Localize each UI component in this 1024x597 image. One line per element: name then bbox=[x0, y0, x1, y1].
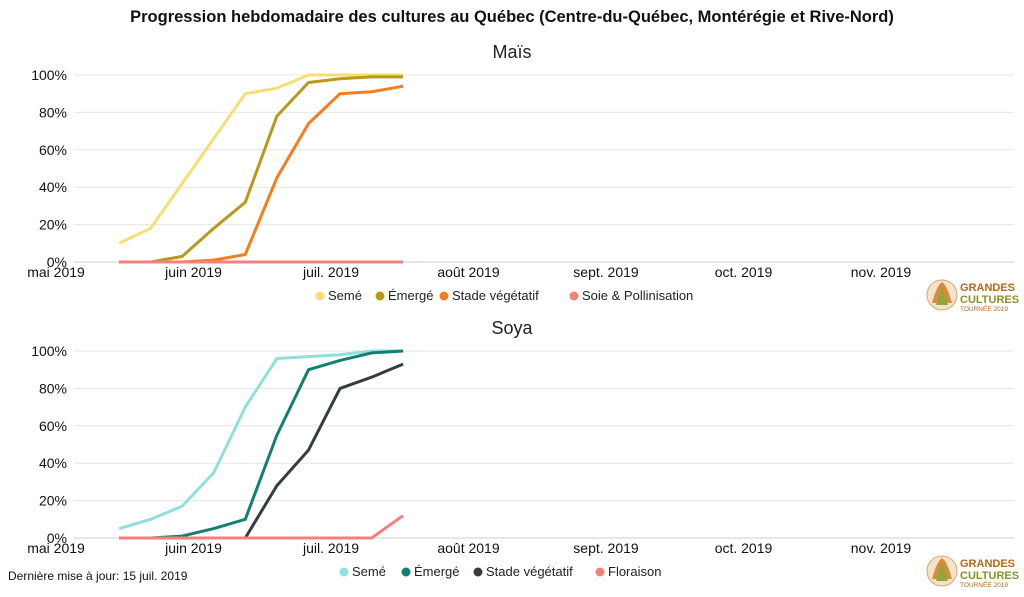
x-tick-label: août 2019 bbox=[437, 264, 499, 280]
logo-leaf-shape bbox=[936, 286, 948, 305]
legend-item: Soie & Pollinisation bbox=[569, 288, 693, 303]
legend-item: Floraison bbox=[595, 564, 661, 579]
series-line-1 bbox=[119, 75, 404, 264]
legend-label: Émergé bbox=[414, 564, 460, 579]
x-tick-label: mai 2019 bbox=[27, 540, 85, 556]
x-tick-label: juin 2019 bbox=[164, 540, 222, 556]
x-tick-label: oct. 2019 bbox=[715, 264, 773, 280]
legend-label: Émergé bbox=[388, 288, 434, 303]
legend-label: Stade végétatif bbox=[486, 564, 573, 579]
y-tick-label: 40% bbox=[39, 455, 67, 471]
legend-item: Stade végétatif bbox=[473, 564, 573, 579]
logo-text-line2: CULTURES bbox=[960, 294, 1019, 306]
legend-swatch bbox=[439, 291, 449, 301]
y-tick-label: 60% bbox=[39, 418, 67, 434]
legend-swatch bbox=[315, 291, 325, 301]
legend-item: Semé bbox=[339, 564, 386, 579]
y-tick-label: 0% bbox=[47, 254, 67, 270]
x-tick-label: nov. 2019 bbox=[851, 540, 912, 556]
logo-leaf-shape bbox=[936, 562, 948, 581]
x-tick-label: juin 2019 bbox=[164, 264, 222, 280]
legend-label: Stade végétatif bbox=[452, 288, 539, 303]
logo-text-line2: CULTURES bbox=[960, 570, 1019, 582]
legend-swatch bbox=[339, 567, 349, 577]
y-tick-label: 80% bbox=[39, 380, 67, 396]
x-tick-label: juil. 2019 bbox=[302, 264, 359, 280]
x-tick-label: sept. 2019 bbox=[573, 264, 639, 280]
chart-1: Soya 0% 20% 40% 60% 80% 100% mai 2019 juin 2019 j… bbox=[27, 318, 1019, 589]
legend-swatch bbox=[473, 567, 483, 577]
chart-main-title: Progression hebdomadaire des cultures au… bbox=[130, 8, 894, 26]
legend-swatch bbox=[401, 567, 411, 577]
x-tick-label: sept. 2019 bbox=[573, 540, 639, 556]
y-tick-label: 20% bbox=[39, 217, 67, 233]
legend-item: Stade végétatif bbox=[439, 288, 539, 303]
legend-swatch bbox=[569, 291, 579, 301]
legend-label: Soie & Pollinisation bbox=[582, 288, 693, 303]
series-line-0 bbox=[118, 349, 404, 531]
legend-item: Émergé bbox=[401, 564, 460, 579]
logo-text-line3: TOURNÉE 2019 bbox=[960, 304, 1008, 313]
y-tick-label: 60% bbox=[39, 142, 67, 158]
logo-text-line1: GRANDES bbox=[960, 282, 1015, 294]
legend-label: Semé bbox=[328, 288, 362, 303]
y-tick-label: 80% bbox=[39, 104, 67, 120]
chart-subtitle: Soya bbox=[491, 318, 533, 338]
y-tick-label: 20% bbox=[39, 493, 67, 509]
legend-label: Semé bbox=[352, 564, 386, 579]
legend-item: Émergé bbox=[375, 288, 434, 303]
y-tick-label: 100% bbox=[31, 343, 67, 359]
chart-subtitle: Maïs bbox=[492, 42, 531, 62]
logo-text-line1: GRANDES bbox=[960, 558, 1015, 570]
last-updated-text: Dernière mise à jour: 15 juil. 2019 bbox=[8, 569, 188, 583]
series-line-3 bbox=[119, 514, 404, 540]
x-tick-label: mai 2019 bbox=[27, 264, 85, 280]
chart-0: Maïs 0% 20% 40% 60% 80% 100% mai 2019 juin 2019 j… bbox=[27, 42, 1019, 313]
legend-swatch bbox=[375, 291, 385, 301]
y-tick-label: 0% bbox=[47, 530, 67, 546]
x-tick-label: oct. 2019 bbox=[715, 540, 773, 556]
legend-label: Floraison bbox=[608, 564, 661, 579]
series-line-0 bbox=[118, 73, 404, 245]
legend-swatch bbox=[595, 567, 605, 577]
y-tick-label: 40% bbox=[39, 179, 67, 195]
x-tick-label: août 2019 bbox=[437, 540, 499, 556]
x-tick-label: nov. 2019 bbox=[851, 264, 912, 280]
y-tick-label: 100% bbox=[31, 67, 67, 83]
legend-item: Semé bbox=[315, 288, 362, 303]
series-line-2 bbox=[119, 362, 404, 540]
logo-text-line3: TOURNÉE 2019 bbox=[960, 580, 1008, 589]
x-tick-label: juil. 2019 bbox=[302, 540, 359, 556]
